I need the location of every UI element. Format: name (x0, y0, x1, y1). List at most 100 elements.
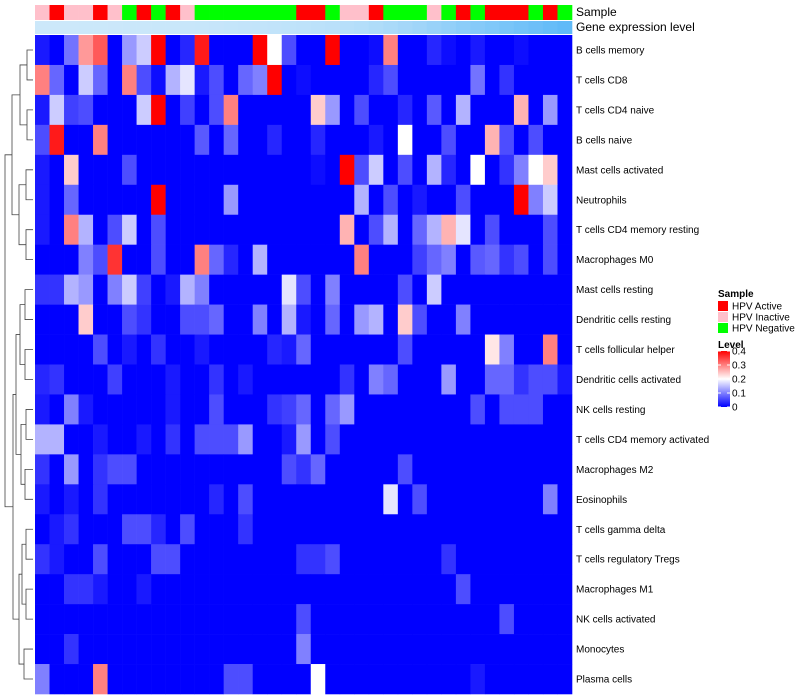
heatmap-cell (64, 244, 79, 275)
heatmap-cell (281, 484, 297, 515)
heatmap-cell (528, 604, 544, 635)
heatmap-cell (426, 394, 442, 425)
heatmap-cell (397, 634, 413, 665)
heatmap-cell (64, 484, 79, 515)
heatmap-cell (194, 634, 210, 665)
heatmap-cell (412, 35, 428, 66)
heatmap-cell (194, 484, 210, 515)
heatmap-cell (107, 664, 123, 695)
heatmap-cell (107, 484, 123, 515)
heatmap-cell (64, 634, 79, 665)
heatmap-cell (426, 35, 442, 66)
heatmap-cell (64, 454, 79, 485)
gene-expression-cell (368, 21, 384, 34)
heatmap-cell (252, 334, 268, 365)
heatmap-cell (310, 304, 326, 335)
heatmap-cell (151, 454, 166, 485)
heatmap-cell (310, 35, 326, 66)
gene-expression-cell (499, 21, 515, 34)
heatmap-cell (455, 454, 471, 485)
heatmap-cell (194, 454, 210, 485)
heatmap-cell (470, 604, 486, 635)
heatmap-cell (78, 364, 94, 395)
heatmap-cell (426, 304, 442, 335)
heatmap-cell (412, 394, 428, 425)
sample-annotation-cell (151, 5, 166, 20)
sample-annotation-cell (93, 5, 108, 20)
row-label: T cells CD8 (576, 75, 628, 86)
heatmap-cell (412, 364, 428, 395)
heatmap-cell (296, 424, 312, 455)
heatmap-cell (151, 244, 166, 275)
heatmap-cell (78, 574, 94, 605)
sample-annotation-cell (267, 5, 283, 20)
heatmap-cell (339, 634, 355, 665)
heatmap-cell (151, 124, 166, 156)
heatmap-cell (252, 304, 268, 335)
heatmap-cell (426, 634, 442, 665)
heatmap-cell (557, 544, 573, 575)
row-label: T cells follicular helper (576, 345, 675, 356)
heatmap-cell (223, 604, 239, 635)
heatmap-cell (49, 244, 65, 275)
heatmap-cell (354, 124, 370, 156)
heatmap-cell (455, 424, 471, 455)
heatmap-cell (383, 334, 399, 365)
heatmap-cell (441, 274, 457, 305)
heatmap-cell (35, 514, 50, 545)
heatmap-cell (267, 214, 283, 245)
heatmap-cell (513, 244, 529, 275)
heatmap-cell (528, 544, 544, 575)
heatmap-cell (354, 214, 370, 245)
heatmap-cell (165, 454, 181, 485)
heatmap-cell (238, 244, 254, 275)
heatmap-cell (325, 364, 341, 395)
sample-annotation-cell (122, 5, 137, 20)
heatmap-cell (35, 124, 50, 156)
heatmap-cell (180, 184, 195, 216)
heatmap-cell (412, 454, 428, 485)
heatmap-cell (238, 214, 254, 245)
heatmap-cell (296, 64, 312, 96)
sample-annotation-cell (499, 5, 515, 20)
heatmap-cell (296, 574, 312, 605)
heatmap-cell (528, 214, 544, 245)
heatmap-cell (397, 574, 413, 605)
heatmap-cell (180, 514, 195, 545)
gene-expression-cell (455, 21, 471, 34)
gene-expression-cell (513, 21, 529, 34)
sample-annotation-cell (252, 5, 268, 20)
heatmap-cell (513, 274, 529, 305)
heatmap-cell (484, 544, 500, 575)
heatmap-cell (484, 364, 500, 395)
heatmap-cell (339, 124, 355, 156)
row-label: Neutrophils (576, 195, 627, 206)
heatmap-cell (455, 94, 471, 126)
heatmap-cell (499, 634, 515, 665)
dendrogram-branch (24, 468, 33, 500)
row-label: Plasma cells (576, 675, 632, 686)
heatmap-cell (339, 334, 355, 365)
row-labels: B cells memory T cells CD8 T cells CD4 nai… (576, 45, 709, 685)
heatmap-cell (107, 634, 123, 665)
heatmap-cell (209, 184, 224, 216)
heatmap-cell (165, 64, 181, 96)
heatmap-cell (64, 664, 79, 695)
heatmap-cell (412, 424, 428, 455)
heatmap-cell (455, 544, 471, 575)
heatmap-cell (64, 544, 79, 575)
row-label: Dendritic cells resting (576, 315, 671, 326)
heatmap-cell (107, 274, 123, 305)
heatmap-cell (78, 634, 94, 665)
sample-annotation-cell (296, 5, 312, 20)
heatmap-cell (252, 664, 268, 695)
heatmap-cell (281, 574, 297, 605)
heatmap-cell (296, 154, 312, 186)
heatmap-cell (339, 664, 355, 695)
heatmap-cell (151, 574, 166, 605)
gene-expression-cell (383, 21, 399, 34)
heatmap-cell (557, 35, 573, 66)
heatmap-cell (557, 244, 573, 275)
heatmap-cell (397, 184, 413, 216)
heatmap-cell (513, 634, 529, 665)
